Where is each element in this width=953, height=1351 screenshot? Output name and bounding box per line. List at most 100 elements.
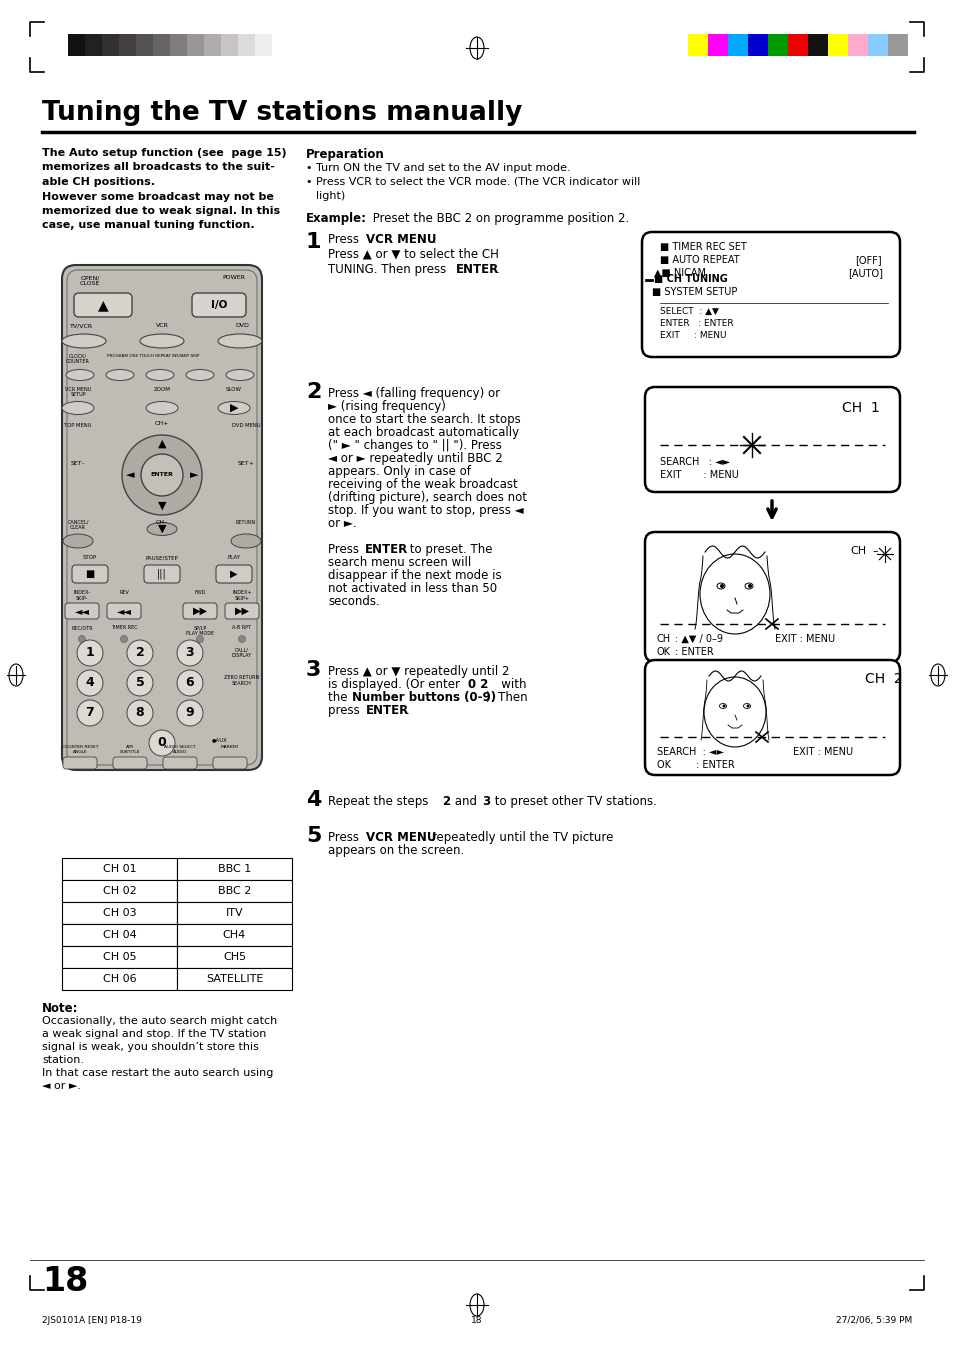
Text: ■ AUTO REPEAT: ■ AUTO REPEAT [659,255,739,265]
FancyBboxPatch shape [644,532,899,662]
Text: press: press [328,704,363,717]
Text: ENTER   : ENTER: ENTER : ENTER [659,319,733,328]
Text: memorized due to weak signal. In this: memorized due to weak signal. In this [42,205,280,216]
Text: Press: Press [328,543,362,557]
Ellipse shape [719,704,726,708]
Bar [254,34,272,55]
Text: OK        : ENTER: OK : ENTER [657,761,734,770]
Bar [177,924,292,946]
FancyBboxPatch shape [641,232,899,357]
Text: REC/OTR: REC/OTR [71,626,92,630]
Circle shape [77,640,103,666]
Text: Press: Press [328,232,362,246]
Text: Note:: Note: [42,1002,78,1015]
Text: 27/2/06, 5:39 PM: 27/2/06, 5:39 PM [835,1316,911,1325]
Text: 0 2: 0 2 [468,678,488,690]
Text: COUNTER RESET
ANGLE: COUNTER RESET ANGLE [62,744,98,754]
Text: CH5: CH5 [223,952,246,962]
FancyBboxPatch shape [225,603,258,619]
FancyBboxPatch shape [215,565,252,584]
Ellipse shape [62,334,106,349]
Text: ZOOM: ZOOM [153,386,171,392]
Circle shape [127,700,152,725]
FancyBboxPatch shape [63,757,97,769]
Text: CLOSE: CLOSE [80,281,100,286]
Text: EXIT : MENU: EXIT : MENU [792,747,852,757]
FancyBboxPatch shape [144,565,180,584]
Text: TUNING. Then press: TUNING. Then press [328,263,450,276]
Text: AUDIO SELECT
AUDIO: AUDIO SELECT AUDIO [164,744,195,754]
Text: DISPLAY: DISPLAY [232,653,252,658]
Circle shape [747,584,751,588]
Text: |||: ||| [157,569,167,580]
Text: CALL/: CALL/ [234,647,249,653]
Text: Press ▲ or ▼ repeatedly until 2: Press ▲ or ▼ repeatedly until 2 [328,665,509,678]
Text: signal is weak, you shouldn’t store this: signal is weak, you shouldn’t store this [42,1042,258,1052]
Bar [867,34,887,55]
Text: 5: 5 [306,825,321,846]
FancyBboxPatch shape [192,293,246,317]
Circle shape [196,635,203,643]
Text: ◄◄: ◄◄ [74,607,90,616]
Text: In that case restart the auto search using: In that case restart the auto search usi… [42,1069,274,1078]
Circle shape [77,700,103,725]
Circle shape [120,635,128,643]
Text: Press ◄ (falling frequency) or: Press ◄ (falling frequency) or [328,386,499,400]
Text: VCR MENU: VCR MENU [366,232,436,246]
Text: INDEX-
SKIP-: INDEX- SKIP- [73,590,91,601]
Circle shape [720,584,723,588]
Text: 18: 18 [42,1265,89,1298]
Text: CH 03: CH 03 [103,908,136,917]
Text: a weak signal and stop. If the TV station: a weak signal and stop. If the TV statio… [42,1029,266,1039]
Circle shape [177,670,203,696]
Text: OK: OK [657,647,670,657]
Text: (" ► " changes to " || "). Press: (" ► " changes to " || "). Press [328,439,501,453]
Bar [204,34,221,55]
Circle shape [141,454,183,496]
Text: ◄ or ► repeatedly until BBC 2: ◄ or ► repeatedly until BBC 2 [328,453,502,465]
Bar [177,969,292,990]
Text: ▶▶: ▶▶ [193,607,208,616]
FancyBboxPatch shape [71,565,108,584]
Text: stop. If you want to stop, press ◄: stop. If you want to stop, press ◄ [328,504,523,517]
FancyBboxPatch shape [644,661,899,775]
Text: ▶▶: ▶▶ [234,607,250,616]
Text: ). Then: ). Then [485,690,527,704]
Bar [62,858,177,880]
Bar [170,34,187,55]
Text: and: and [451,794,480,808]
Text: 3: 3 [481,794,490,808]
Text: Preset the BBC 2 on programme position 2.: Preset the BBC 2 on programme position 2… [369,212,629,226]
Bar [62,902,177,924]
FancyBboxPatch shape [107,603,141,619]
Text: ●AUX: ●AUX [212,738,228,742]
Bar [177,946,292,969]
Text: case, use manual tuning function.: case, use manual tuning function. [42,220,254,231]
Text: seconds.: seconds. [328,594,379,608]
Bar [221,34,237,55]
Text: POWER: POWER [222,276,245,280]
Text: EXIT     : MENU: EXIT : MENU [659,331,726,340]
FancyBboxPatch shape [112,757,147,769]
Text: ENTER: ENTER [151,473,173,477]
Text: 2: 2 [306,382,321,403]
Text: However some broadcast may not be: However some broadcast may not be [42,192,274,201]
Ellipse shape [62,401,94,415]
Text: [OFF]: [OFF] [854,255,881,265]
Text: repeatedly until the TV picture: repeatedly until the TV picture [428,831,613,844]
Bar [136,34,152,55]
Bar [727,34,747,55]
Text: or ►.: or ►. [328,517,356,530]
Ellipse shape [218,334,262,349]
Text: ◄ or ►.: ◄ or ►. [42,1081,81,1092]
FancyBboxPatch shape [65,603,99,619]
Text: CH  2: CH 2 [864,671,902,686]
FancyBboxPatch shape [62,265,262,770]
Text: CH 04: CH 04 [103,929,136,940]
Bar [102,34,119,55]
Text: Occasionally, the auto search might catch: Occasionally, the auto search might catc… [42,1016,277,1025]
Text: ► (rising frequency): ► (rising frequency) [328,400,445,413]
Text: SEARCH   : ◄►: SEARCH : ◄► [659,457,729,467]
Bar [887,34,907,55]
Ellipse shape [717,584,724,589]
